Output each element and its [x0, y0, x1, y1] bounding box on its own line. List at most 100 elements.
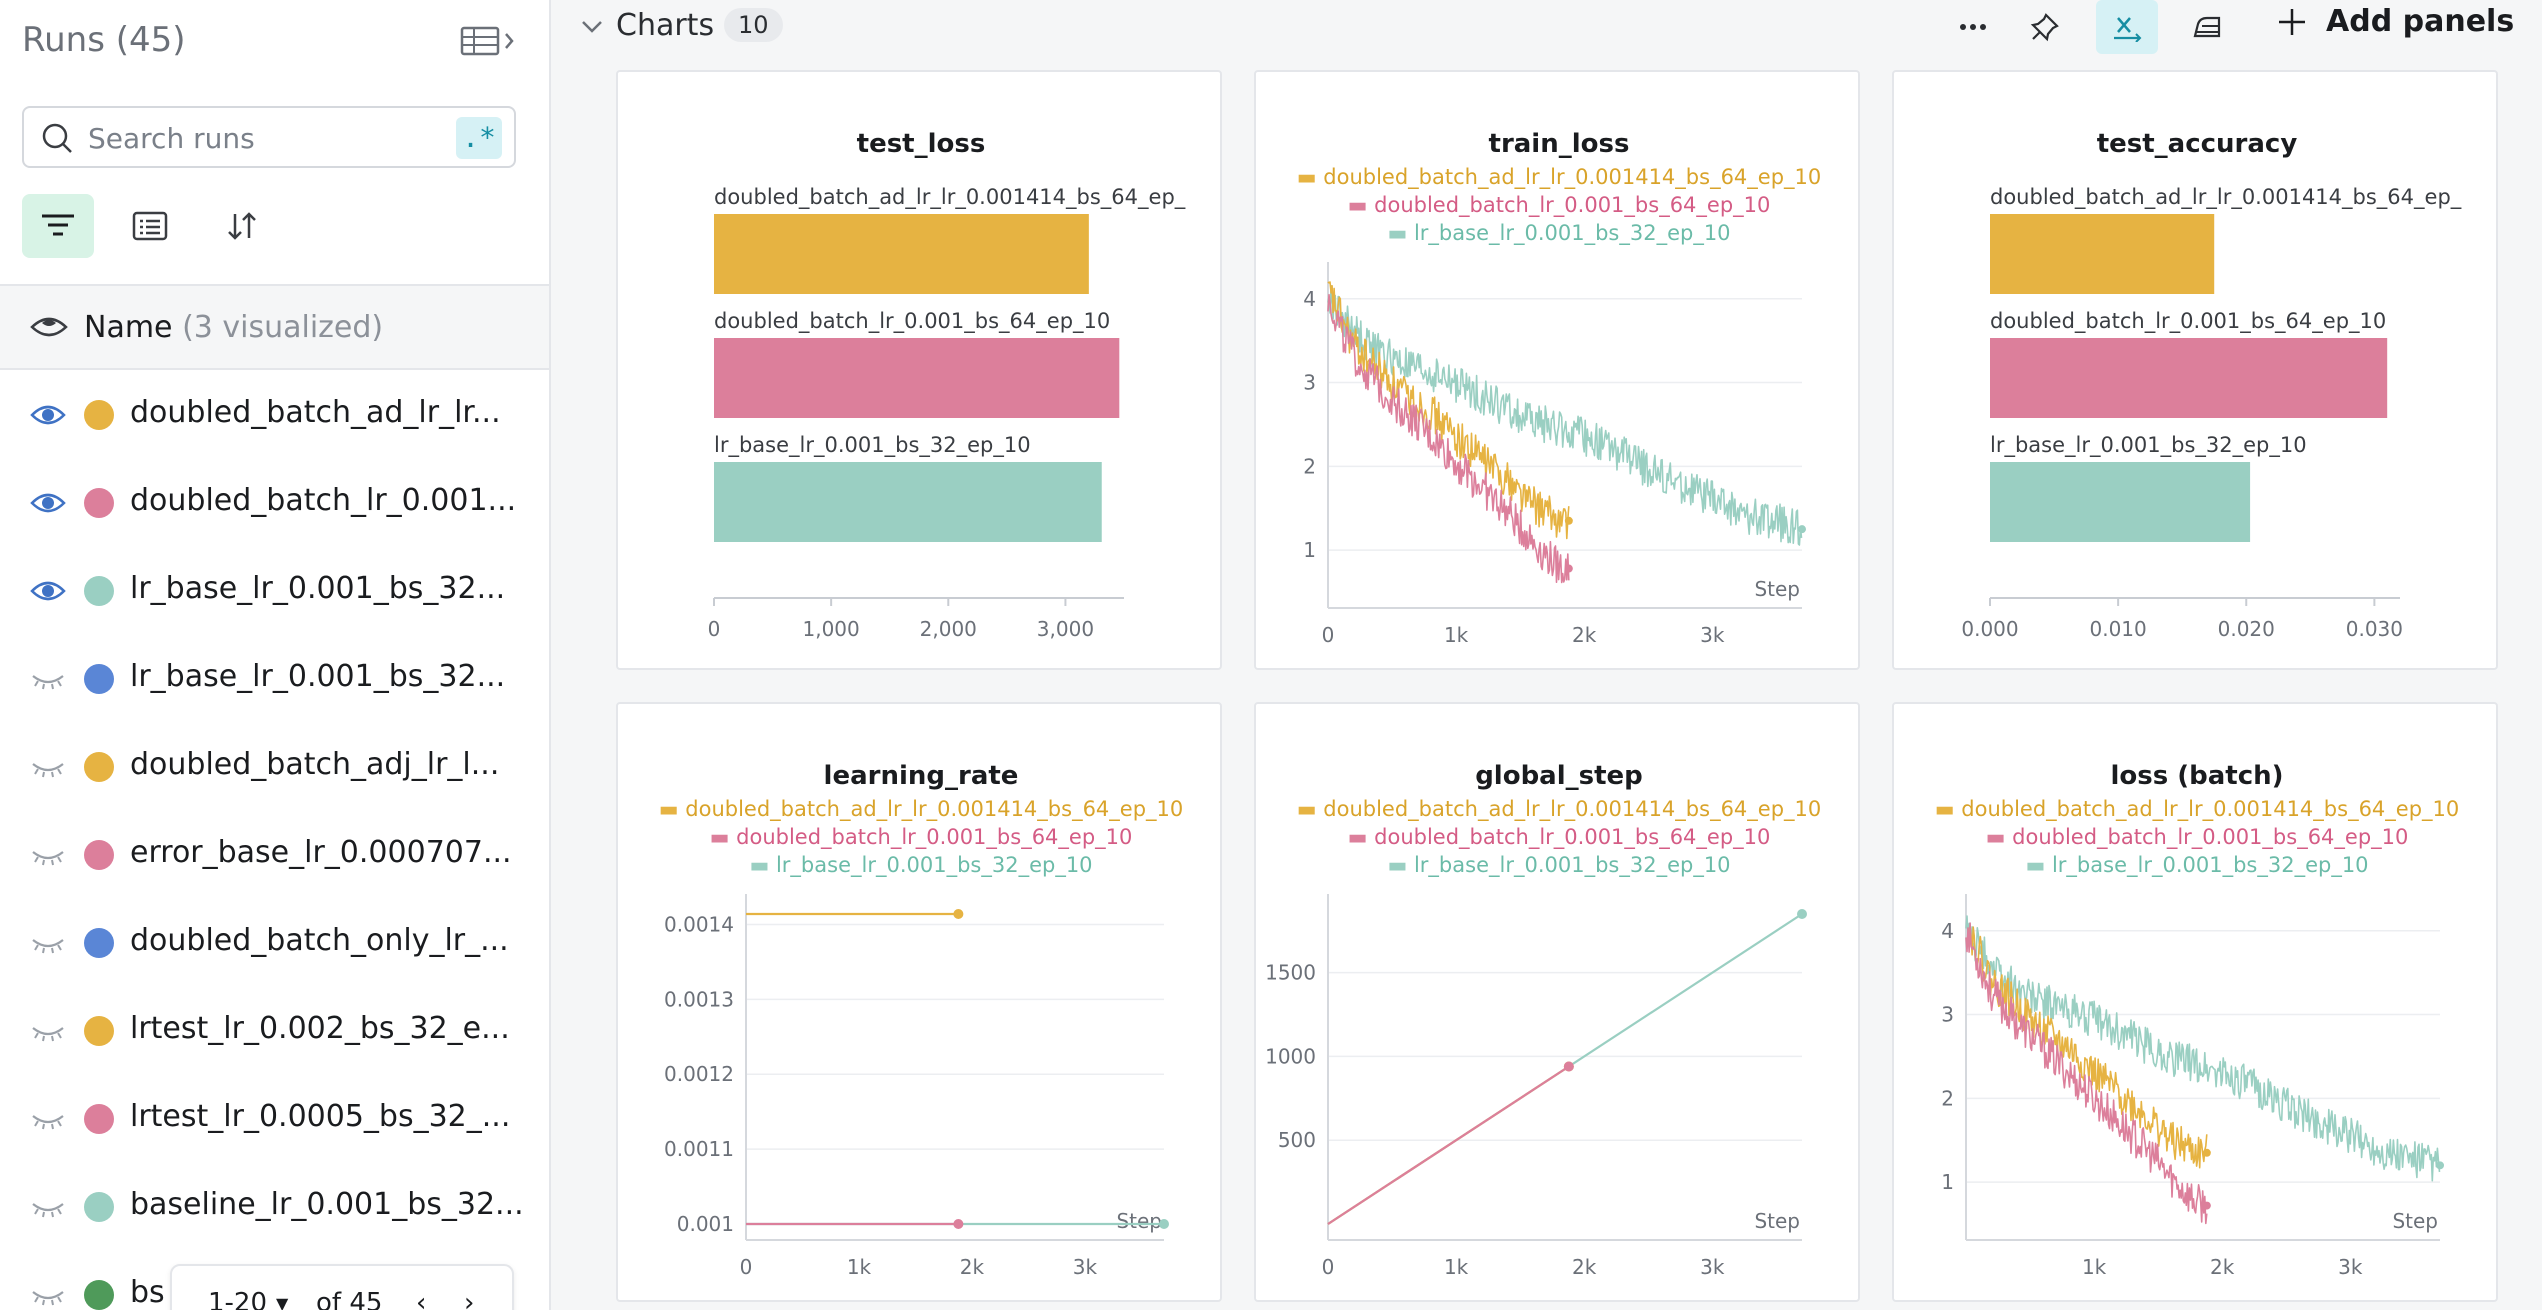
search-runs-input[interactable] [86, 116, 430, 160]
panel-learning-rate[interactable]: learning_rate ▬ doubled_batch_ad_lr_lr_0.… [616, 702, 1222, 1302]
x-tick-label: 0 [708, 617, 721, 641]
y-tick-label: 0.0011 [664, 1137, 734, 1161]
y-tick-label: 1500 [1265, 961, 1316, 985]
y-tick-label: 3 [1941, 1003, 1954, 1027]
x-tick-label: 2,000 [920, 617, 977, 641]
run-color-dot[interactable] [84, 1016, 114, 1046]
charts-section-header: Charts 10 Add panels [560, 0, 2542, 56]
eye-closed-icon[interactable] [30, 1106, 66, 1132]
panel-global-step[interactable]: global_step ▬ doubled_batch_ad_lr_lr_0.00… [1254, 702, 1860, 1302]
eye-closed-icon[interactable] [30, 666, 66, 692]
panel-test-accuracy[interactable]: test_accuracy doubled_batch_ad_lr_lr_0.00… [1892, 70, 2498, 670]
clean-up-button[interactable] [2176, 0, 2238, 54]
eye-closed-icon[interactable] [30, 930, 66, 956]
bar-label: doubled_batch_lr_0.001_bs_64_ep_10 [714, 309, 1110, 334]
run-row[interactable]: lrtest_lr_0.002_bs_32_e... [0, 986, 549, 1074]
x-axis-label: Step [1116, 1209, 1162, 1233]
runs-sidebar: Runs (45) .* [0, 0, 551, 1310]
eye-closed-icon[interactable] [30, 1018, 66, 1044]
run-color-dot[interactable] [84, 1280, 114, 1310]
run-name[interactable]: doubled_batch_ad_lr_lr... [130, 395, 501, 430]
chart-learning-rate: learning_rate ▬ doubled_batch_ad_lr_lr_0.… [659, 761, 1184, 1279]
series-endpoint [953, 909, 964, 919]
run-name[interactable]: doubled_batch_adj_lr_l... [130, 747, 500, 782]
run-name[interactable]: error_base_lr_0.000707... [130, 835, 512, 870]
run-color-dot[interactable] [84, 576, 114, 606]
run-row[interactable]: lr_base_lr_0.001_bs_32... [0, 546, 549, 634]
columns-button[interactable] [114, 194, 186, 258]
y-tick-label: 4 [1941, 919, 1954, 943]
eye-icon[interactable] [30, 402, 66, 428]
eye-icon[interactable] [30, 578, 66, 604]
chart-title: learning_rate [824, 761, 1019, 791]
panel-test-loss[interactable]: test_loss doubled_batch_ad_lr_lr_0.001414… [616, 70, 1222, 670]
run-color-dot[interactable] [84, 840, 114, 870]
run-row[interactable]: lr_base_lr_0.001_bs_32... [0, 634, 549, 722]
sort-button[interactable] [206, 194, 278, 258]
prev-page-icon[interactable]: ‹ [416, 1288, 427, 1310]
more-options-button[interactable] [1942, 0, 2004, 54]
page-total: of 45 [316, 1288, 383, 1310]
run-row[interactable]: doubled_batch_only_lr_... [0, 898, 549, 986]
eye-closed-icon[interactable] [30, 842, 66, 868]
next-page-icon[interactable]: › [464, 1288, 475, 1310]
chevron-down-icon[interactable] [580, 14, 604, 38]
chart-title: test_loss [857, 129, 986, 159]
run-color-dot[interactable] [84, 928, 114, 958]
chart-title: loss (batch) [2110, 761, 2283, 791]
panel-train-loss[interactable]: train_loss ▬ doubled_batch_ad_lr_lr_0.001… [1254, 70, 1860, 670]
run-name[interactable]: lr_base_lr_0.001_bs_32... [130, 659, 506, 694]
run-name[interactable]: doubled_batch_lr_0.001... [130, 483, 517, 518]
x-tick-label: 2k [1572, 623, 1597, 647]
regex-toggle-button[interactable]: .* [456, 117, 502, 159]
charts-section-title[interactable]: Charts [616, 8, 715, 43]
bar-label: doubled_batch_ad_lr_lr_0.001414_bs_64_ep… [1990, 185, 2462, 210]
page-range-select[interactable]: 1-20 [208, 1288, 268, 1310]
series-endpoint [2202, 1201, 2211, 1210]
run-color-dot[interactable] [84, 1192, 114, 1222]
chart-test-accuracy: test_accuracy doubled_batch_ad_lr_lr_0.00… [1961, 129, 2462, 641]
run-name[interactable]: lr_base_lr_0.001_bs_32... [130, 571, 506, 606]
caret-down-icon[interactable]: ▼ [276, 1294, 289, 1310]
x-tick-label: 0.000 [1961, 617, 2018, 641]
run-row[interactable]: lrtest_lr_0.0005_bs_32_... [0, 1074, 549, 1162]
run-name[interactable]: doubled_batch_only_lr_... [130, 923, 509, 958]
x-tick-label: 0 [740, 1255, 753, 1279]
run-name[interactable]: baseline_lr_0.001_bs_32... [130, 1187, 524, 1222]
series-endpoint [1159, 1219, 1169, 1229]
panel-loss-batch[interactable]: loss (batch) ▬ doubled_batch_ad_lr_lr_0.0… [1892, 702, 2498, 1302]
x-tick-label: 3k [2338, 1255, 2363, 1279]
run-row[interactable]: doubled_batch_lr_0.001... [0, 458, 549, 546]
run-row[interactable]: bs [0, 1250, 549, 1310]
x-tick-label: 0.030 [2346, 617, 2403, 641]
table-view-toggle[interactable] [460, 24, 518, 58]
run-name[interactable]: lrtest_lr_0.002_bs_32_e... [130, 1011, 510, 1046]
chart-train-loss: train_loss ▬ doubled_batch_ad_lr_lr_0.001… [1297, 129, 1822, 647]
run-row[interactable]: doubled_batch_adj_lr_l... [0, 722, 549, 810]
run-color-dot[interactable] [84, 1104, 114, 1134]
run-color-dot[interactable] [84, 400, 114, 430]
chart-title: global_step [1475, 761, 1643, 791]
run-color-dot[interactable] [84, 664, 114, 694]
filter-button[interactable] [22, 194, 94, 258]
y-tick-label: 1 [1303, 538, 1316, 562]
x-axis-settings-button[interactable] [2096, 0, 2158, 54]
run-color-dot[interactable] [84, 488, 114, 518]
run-name[interactable]: lrtest_lr_0.0005_bs_32_... [130, 1099, 511, 1134]
eye-icon[interactable] [30, 314, 68, 340]
eye-closed-icon[interactable] [30, 1282, 66, 1308]
run-row[interactable]: error_base_lr_0.000707... [0, 810, 549, 898]
pin-button[interactable] [2014, 0, 2076, 54]
name-column-header[interactable]: Name (3 visualized) [0, 284, 549, 370]
run-row[interactable]: baseline_lr_0.001_bs_32... [0, 1162, 549, 1250]
x-tick-label: 1k [1444, 1255, 1469, 1279]
eye-closed-icon[interactable] [30, 1194, 66, 1220]
eye-icon[interactable] [30, 490, 66, 516]
series-endpoint [1797, 909, 1807, 919]
eye-closed-icon[interactable] [30, 754, 66, 780]
legend-entry: ▬ doubled_batch_lr_0.001_bs_64_ep_10 [1348, 825, 1771, 850]
run-color-dot[interactable] [84, 752, 114, 782]
chart-title: test_accuracy [2097, 129, 2298, 159]
run-row[interactable]: doubled_batch_ad_lr_lr... [0, 370, 549, 458]
run-name[interactable]: bs [130, 1275, 165, 1310]
